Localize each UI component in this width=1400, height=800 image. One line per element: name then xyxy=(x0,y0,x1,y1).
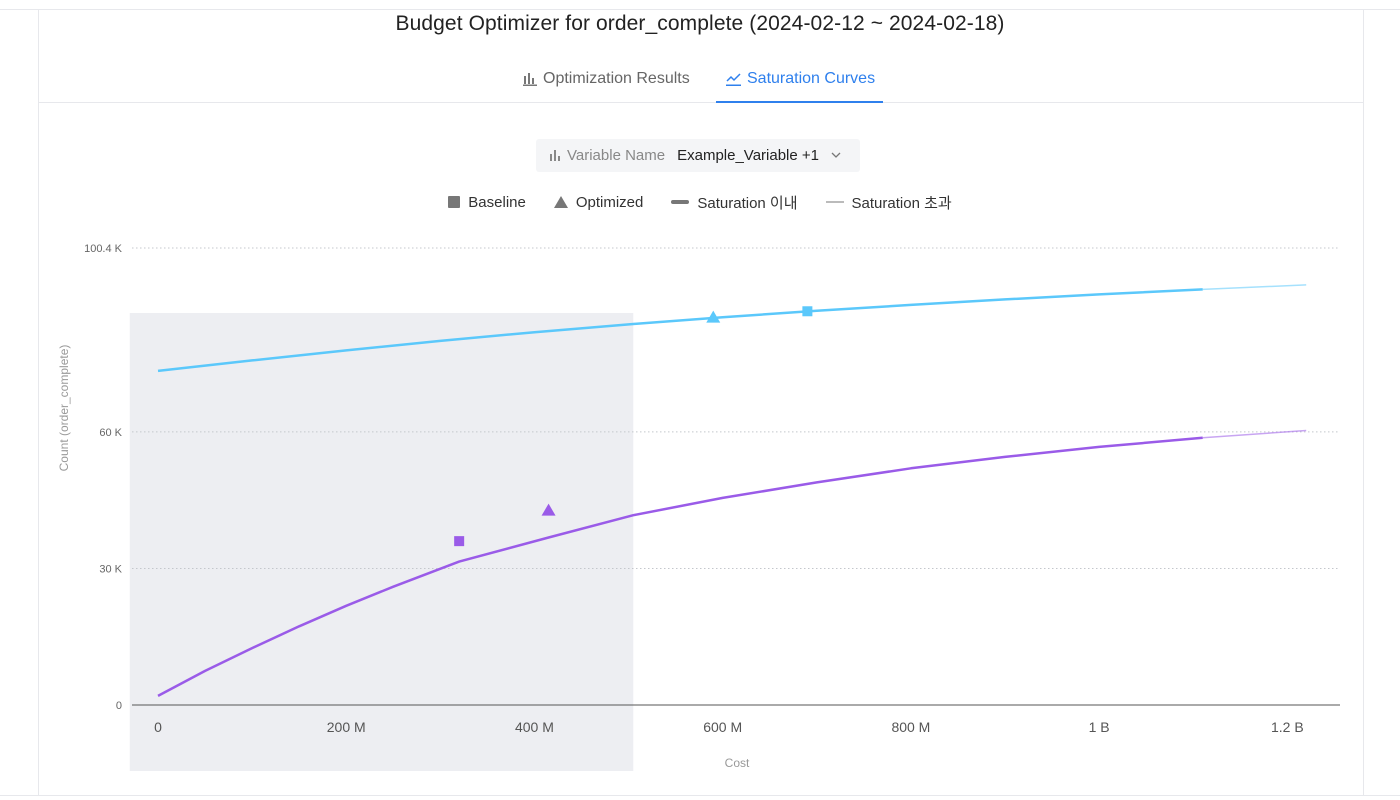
optimized-marker xyxy=(706,310,721,323)
y-tick-label: 0 xyxy=(116,700,122,712)
legend-item-beyond-saturation[interactable]: Saturation 초과 xyxy=(825,192,952,213)
y-axis-title: Count (order_complete) xyxy=(57,345,71,472)
x-tick-label: 400 M xyxy=(515,719,554,735)
chart-panel xyxy=(38,9,1364,795)
legend-optimized-label: Optimized xyxy=(575,193,644,211)
variable-select-label: Variable Name xyxy=(567,147,666,164)
line-chart-icon xyxy=(726,73,741,86)
x-tick-label: 600 M xyxy=(703,719,742,735)
optimized-marker xyxy=(541,503,556,516)
series-line-beyond-saturation xyxy=(1202,429,1307,439)
page-title: Budget Optimizer for order_complete (202… xyxy=(395,12,1005,35)
thick-line-icon xyxy=(671,200,690,204)
x-tick-label: 200 M xyxy=(327,719,366,735)
y-tick-label: 30 K xyxy=(99,563,122,575)
legend-item-within-saturation[interactable]: Saturation 이내 xyxy=(671,192,798,213)
y-tick-label: 100.4 K xyxy=(84,243,123,255)
shaded-range xyxy=(129,313,634,771)
thin-line-icon xyxy=(825,201,844,203)
baseline-marker xyxy=(802,306,813,317)
chevron-down-icon xyxy=(831,152,841,158)
y-tick-label: 60 K xyxy=(99,427,122,439)
baseline-marker xyxy=(454,536,465,547)
active-tab-indicator xyxy=(716,101,884,103)
triangle-marker-icon xyxy=(553,196,568,208)
bar-chart-icon xyxy=(550,150,560,161)
tab-optimization-results-label: Optimization Results xyxy=(543,70,690,87)
square-marker-icon xyxy=(448,196,461,208)
tab-optimization-results[interactable]: Optimization Results xyxy=(523,70,690,102)
x-axis-title: Cost xyxy=(725,756,750,770)
variable-select-value: Example_Variable +1 xyxy=(677,147,820,164)
variable-name-select[interactable]: Variable Name Example_Variable +1 xyxy=(536,139,860,172)
series-line-within-saturation xyxy=(157,436,1203,698)
chart-legend: Baseline Optimized Saturation 이내 Saturat… xyxy=(0,192,1400,212)
x-tick-label: 1 B xyxy=(1089,719,1110,735)
series-line-beyond-saturation xyxy=(1202,284,1307,291)
legend-beyond-label: Saturation 초과 xyxy=(851,194,952,212)
top-divider xyxy=(0,9,1400,10)
bottom-divider xyxy=(0,795,1400,796)
tab-saturation-curves[interactable]: Saturation Curves xyxy=(716,70,884,103)
bar-chart-icon xyxy=(523,73,537,86)
legend-within-label: Saturation 이내 xyxy=(697,194,798,212)
tab-saturation-curves-label: Saturation Curves xyxy=(747,70,876,87)
tabs-divider xyxy=(39,102,1363,103)
x-tick-label: 1.2 B xyxy=(1271,719,1304,735)
x-tick-label: 800 M xyxy=(891,719,930,735)
legend-item-baseline[interactable]: Baseline xyxy=(448,194,526,211)
x-tick-label: 0 xyxy=(154,719,162,735)
series-line-within-saturation xyxy=(157,288,1203,373)
legend-item-optimized[interactable]: Optimized xyxy=(553,193,644,211)
legend-baseline-label: Baseline xyxy=(468,193,526,211)
